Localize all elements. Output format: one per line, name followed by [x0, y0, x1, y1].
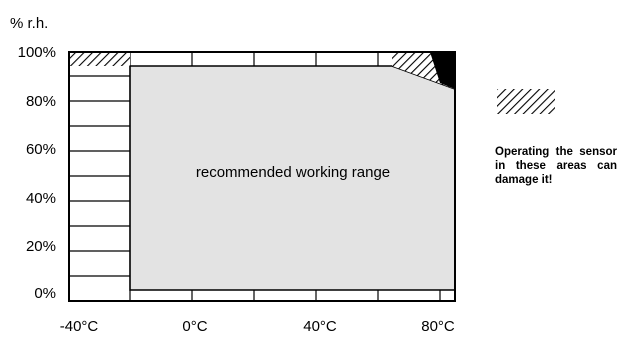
y-tick-label-80: 80% — [26, 93, 56, 110]
plot-frame — [68, 51, 456, 302]
x-tick-label-0: 0°C — [182, 318, 207, 335]
legend-hazard-swatch — [497, 89, 555, 114]
x-tick-label-80: 80°C — [421, 318, 455, 335]
y-axis-unit-label: % r.h. — [10, 15, 48, 32]
y-tick-label-40: 40% — [26, 190, 56, 207]
x-tick-label-40: 40°C — [303, 318, 337, 335]
left-strip-gridlines — [69, 75, 130, 277]
vertical-ticks — [129, 52, 441, 301]
hazard-area-hot-humid-dark — [430, 52, 455, 89]
hazard-warning-note: Operating the sensor in these areas can … — [495, 146, 617, 186]
y-tick-label-100: 100% — [18, 44, 56, 61]
y-tick-label-60: 60% — [26, 141, 56, 158]
recommended-range-label: recommended working range — [196, 164, 390, 181]
y-tick-label-20: 20% — [26, 238, 56, 255]
x-tick-label-minus40: -40°C — [60, 318, 99, 335]
y-tick-label-0: 0% — [34, 285, 56, 302]
hazard-area-cold-corner — [69, 52, 130, 66]
